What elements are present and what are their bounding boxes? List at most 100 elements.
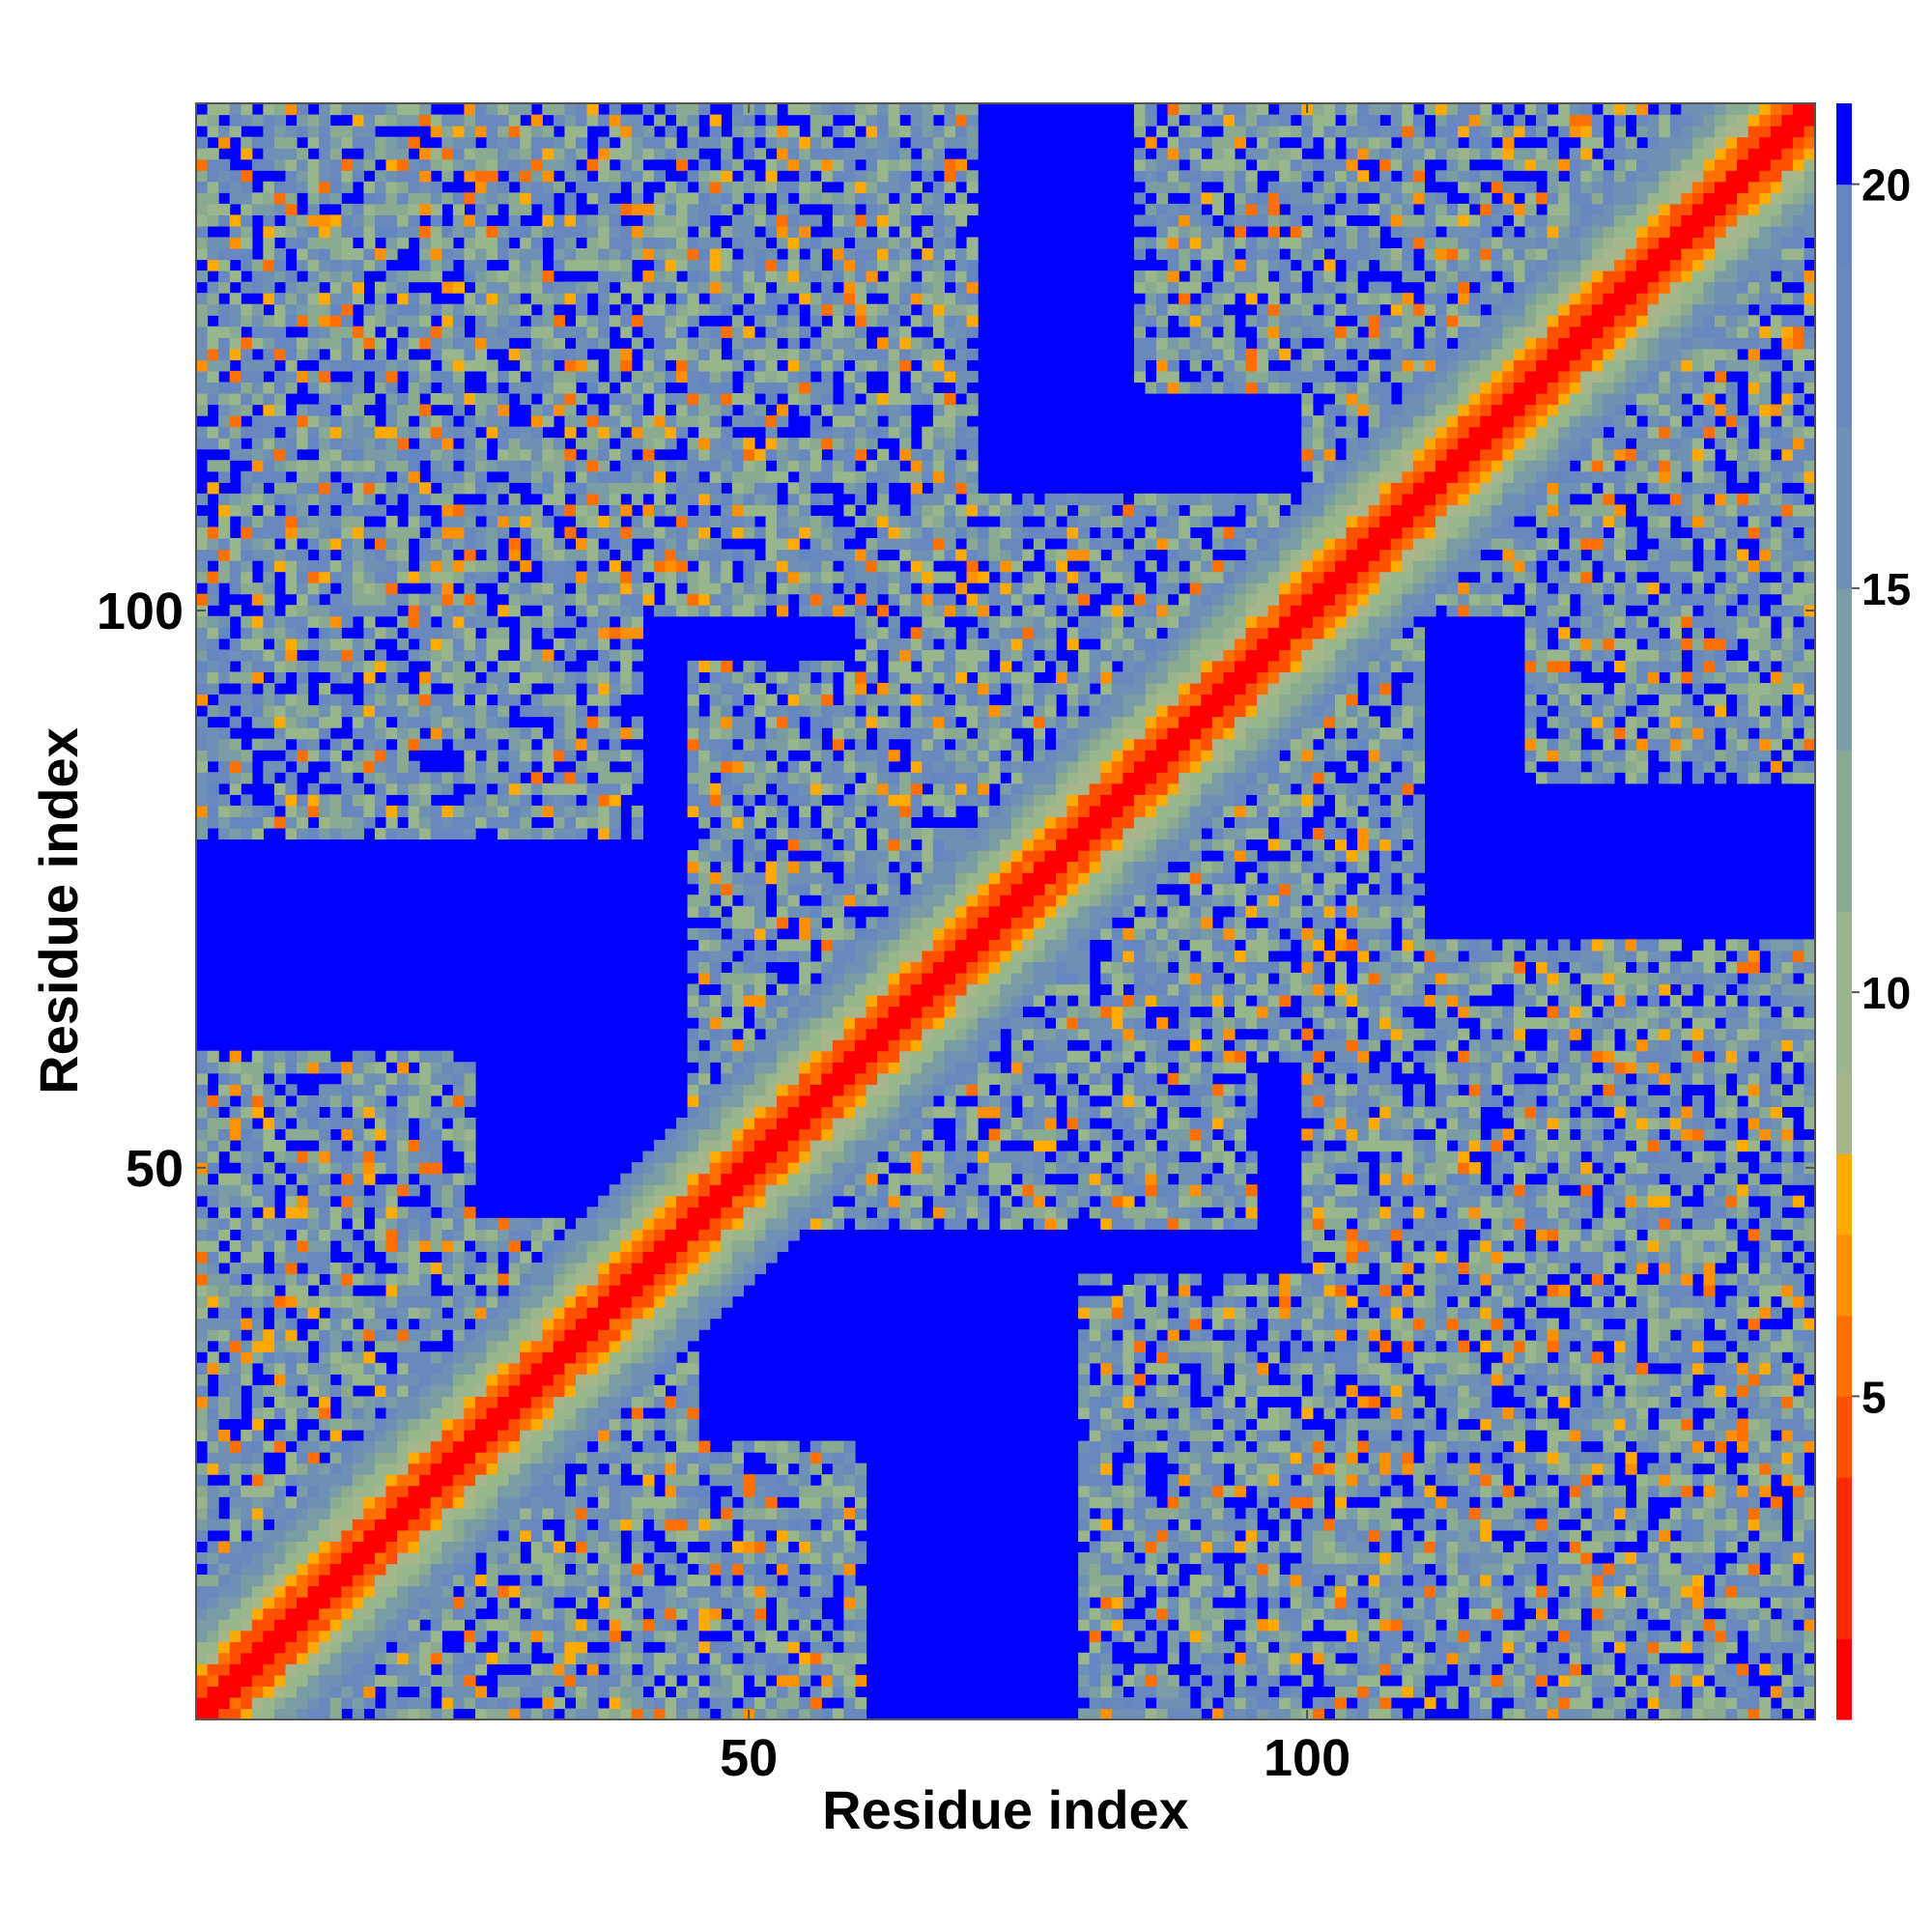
heatmap-cell	[553, 571, 566, 583]
heatmap-cell	[474, 727, 488, 740]
heatmap-cell	[352, 1418, 364, 1431]
heatmap-cell	[731, 181, 744, 193]
heatmap-cell	[665, 1519, 677, 1531]
heatmap-cell	[419, 605, 432, 617]
heatmap-cell	[698, 1151, 711, 1163]
heatmap-cell	[263, 126, 275, 138]
heatmap-cell	[408, 1374, 420, 1386]
heatmap-cell	[374, 1195, 387, 1208]
heatmap-cell	[575, 247, 588, 261]
heatmap-cell	[329, 103, 342, 116]
heatmap-cell	[319, 303, 331, 316]
heatmap-cell	[218, 1384, 231, 1397]
heatmap-cell	[452, 805, 466, 818]
heatmap-cell	[753, 1262, 767, 1275]
heatmap-cell	[575, 259, 588, 271]
heatmap-cell	[486, 370, 498, 384]
heatmap-cell	[408, 1674, 420, 1687]
heatmap-cell	[229, 1318, 242, 1330]
heatmap-cell	[542, 705, 554, 718]
heatmap-cell	[609, 470, 621, 483]
heatmap-cell	[497, 404, 510, 416]
heatmap-cell	[419, 694, 432, 706]
heatmap-cell	[486, 203, 498, 215]
heatmap-cell	[207, 482, 219, 495]
heatmap-cell	[452, 303, 466, 316]
heatmap-cell	[575, 482, 588, 495]
heatmap-cell	[229, 1084, 242, 1096]
heatmap-cell	[709, 293, 722, 305]
heatmap-cell	[709, 593, 722, 606]
heatmap-cell	[709, 571, 722, 583]
heatmap-cell	[508, 571, 521, 583]
heatmap-cell	[229, 671, 242, 684]
heatmap-cell	[408, 1106, 420, 1119]
heatmap-cell	[430, 460, 442, 472]
heatmap-cell	[241, 627, 253, 639]
heatmap-cell	[241, 705, 253, 718]
heatmap-cell	[218, 1340, 231, 1352]
heatmap-cell	[207, 1262, 219, 1275]
heatmap-cell	[319, 126, 331, 138]
heatmap-cell	[575, 1362, 588, 1375]
heatmap-cell	[642, 1396, 655, 1408]
heatmap-cell	[609, 1295, 621, 1308]
heatmap-cell	[352, 1351, 364, 1364]
heatmap-cell	[319, 470, 331, 483]
heatmap-cell	[251, 1239, 264, 1253]
heatmap-cell	[408, 504, 420, 517]
heatmap-cell	[731, 438, 744, 450]
heatmap-cell	[687, 1696, 699, 1710]
heatmap-cell	[285, 1541, 298, 1553]
heatmap-cell	[441, 1686, 454, 1698]
heatmap-cell	[665, 560, 677, 573]
heatmap-cell	[620, 1351, 633, 1364]
heatmap-cell	[196, 247, 209, 261]
heatmap-cell	[408, 1273, 420, 1286]
heatmap-cell	[631, 203, 643, 215]
heatmap-cell	[229, 1575, 242, 1587]
heatmap-cell	[297, 1094, 309, 1108]
heatmap-cell	[520, 1641, 532, 1654]
heatmap-cell	[329, 1162, 342, 1175]
heatmap-cell	[575, 1507, 588, 1520]
heatmap-cell	[474, 694, 488, 706]
heatmap-cell	[564, 404, 577, 416]
heatmap-cell	[241, 1652, 253, 1664]
heatmap-cell	[497, 1440, 510, 1453]
heatmap-cell	[586, 716, 599, 728]
heatmap-cell	[676, 526, 689, 539]
heatmap-cell	[352, 214, 364, 227]
heatmap-cell	[631, 1418, 643, 1431]
heatmap-cell	[676, 1630, 689, 1642]
heatmap-cell	[743, 995, 755, 1008]
heatmap-cell	[385, 1195, 398, 1208]
heatmap-cell	[285, 1463, 298, 1475]
heatmap-cell	[520, 192, 532, 205]
heatmap-cell	[241, 638, 253, 650]
heatmap-cell	[218, 326, 231, 338]
heatmap-cell	[408, 1362, 420, 1375]
heatmap-cell	[642, 482, 655, 495]
heatmap-cell	[598, 1362, 611, 1375]
heatmap-cell	[385, 1072, 398, 1085]
heatmap-cell	[341, 1674, 354, 1687]
heatmap-cell	[385, 203, 398, 215]
heatmap-cell	[486, 537, 498, 551]
heatmap-cell	[687, 1117, 699, 1130]
heatmap-cell	[530, 1239, 543, 1253]
heatmap-cell	[207, 103, 219, 116]
heatmap-cell	[319, 794, 331, 807]
heatmap-cell	[598, 1597, 611, 1609]
heatmap-cell	[709, 705, 722, 718]
heatmap-cell	[341, 649, 354, 662]
heatmap-cell	[397, 1551, 410, 1565]
heatmap-cell	[721, 1162, 733, 1175]
heatmap-cell	[229, 1641, 242, 1654]
heatmap-cell	[196, 560, 209, 573]
heatmap-cell	[642, 526, 655, 539]
heatmap-cell	[263, 582, 275, 595]
heatmap-cell	[251, 270, 264, 283]
heatmap-cell	[586, 794, 599, 807]
heatmap-cell	[721, 281, 733, 294]
